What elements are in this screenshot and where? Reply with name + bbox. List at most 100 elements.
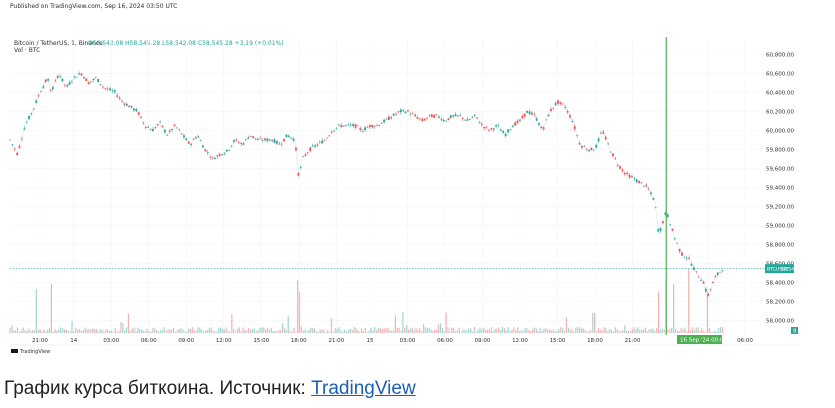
volume-bar (652, 328, 654, 333)
candle-body (573, 126, 576, 130)
candle-body (685, 258, 688, 259)
candle-body (499, 129, 502, 131)
volume-bar (689, 330, 692, 333)
candle-body (478, 122, 481, 124)
volume-bar (165, 331, 167, 333)
candle-body (259, 138, 262, 139)
candle-body (480, 123, 483, 125)
candle-body (538, 123, 540, 126)
volume-bar (77, 329, 79, 333)
caption: График курса биткоина. Источник: Trading… (4, 378, 416, 400)
candle-body (597, 138, 600, 142)
volume-bar (419, 328, 421, 333)
candle-body (94, 77, 97, 79)
volume-bar (447, 327, 449, 333)
volume-bar (475, 331, 477, 333)
candle-body (407, 110, 409, 112)
volume-bar (285, 330, 287, 333)
candle-body (373, 126, 376, 128)
volume-bar (556, 331, 558, 333)
x-axis: 21:00 14 03:00 06:00 09:00 12:00 15:00 18:00 21:… (32, 338, 753, 344)
candle-body (607, 143, 610, 145)
volume-bar (263, 327, 265, 333)
volume-bar (468, 328, 470, 333)
candle-body (359, 127, 362, 130)
y-tick-label: 59,400.00 (766, 185, 794, 191)
candle-body (256, 139, 259, 141)
candle-body (275, 140, 278, 144)
candle-body (576, 135, 579, 136)
candle-body (299, 166, 302, 168)
volume-bar (197, 327, 199, 333)
candle-body (192, 138, 195, 140)
candle-body (142, 122, 145, 124)
volume-bar (370, 327, 372, 333)
volume-bar (400, 330, 402, 333)
candle-body (519, 119, 521, 121)
volume-badge (791, 327, 798, 334)
candle-body (11, 144, 14, 145)
candle-body (223, 153, 226, 155)
candle-body (592, 150, 595, 152)
volume-bar (633, 327, 635, 333)
volume-bar (575, 327, 577, 333)
volume-bar (535, 328, 537, 333)
volume-bar (650, 329, 652, 333)
volume-bar (629, 331, 631, 333)
x-tick-label: 14 (70, 338, 77, 344)
candle-body (154, 127, 157, 129)
y-tick-label: 58,000.00 (766, 318, 794, 324)
candle-body (297, 172, 300, 176)
volume-bar (721, 327, 724, 333)
volume-bar (477, 329, 479, 333)
volume-bar (385, 328, 387, 333)
candle-body (495, 125, 498, 127)
volume-bar (524, 327, 526, 333)
volume-bar (257, 329, 259, 333)
volume-bar (208, 328, 210, 333)
candle-body (357, 125, 359, 127)
volume-bar (328, 331, 331, 333)
candle-body (280, 143, 283, 145)
candle-body (561, 103, 564, 105)
candle-body (78, 73, 81, 75)
volume-bar (669, 328, 671, 333)
volume-bar (659, 329, 662, 333)
candle-body (28, 115, 30, 120)
volume-bar (212, 330, 214, 333)
crosshair-time-label: 16 Sep '24 00:00 (680, 338, 727, 344)
volume-bar (144, 331, 146, 333)
candle-body (695, 271, 698, 272)
volume-bar (415, 328, 417, 333)
volume-bar (231, 313, 233, 333)
volume-bar (537, 331, 539, 333)
volume-bar (639, 329, 641, 333)
x-tick-label: 21:00 (625, 338, 641, 344)
volume-bar (325, 331, 327, 333)
candle-body (337, 124, 340, 126)
source-link[interactable]: TradingView (311, 378, 416, 399)
candle-body (171, 129, 173, 131)
tradingview-logo[interactable]: TradingView (11, 349, 50, 355)
candle-body (163, 129, 166, 133)
candle-body (430, 114, 433, 118)
candle-body (21, 138, 23, 140)
volume-bar (695, 327, 697, 333)
volume-bar (622, 330, 624, 333)
candle-body (264, 138, 266, 141)
x-tick-label: 21:00 (32, 338, 48, 344)
volume-bar (682, 329, 684, 333)
candle-body (666, 214, 669, 218)
volume-bar (92, 328, 94, 333)
candle-body (652, 198, 655, 200)
volume-bar (550, 330, 553, 333)
volume-bar (345, 331, 348, 333)
volume-bar (496, 328, 498, 333)
candle-body (371, 124, 374, 128)
volume-bar (539, 327, 541, 333)
candle-body (121, 101, 123, 102)
candle-body (642, 186, 645, 187)
candle-body (90, 81, 92, 83)
volume-bar (65, 329, 67, 333)
